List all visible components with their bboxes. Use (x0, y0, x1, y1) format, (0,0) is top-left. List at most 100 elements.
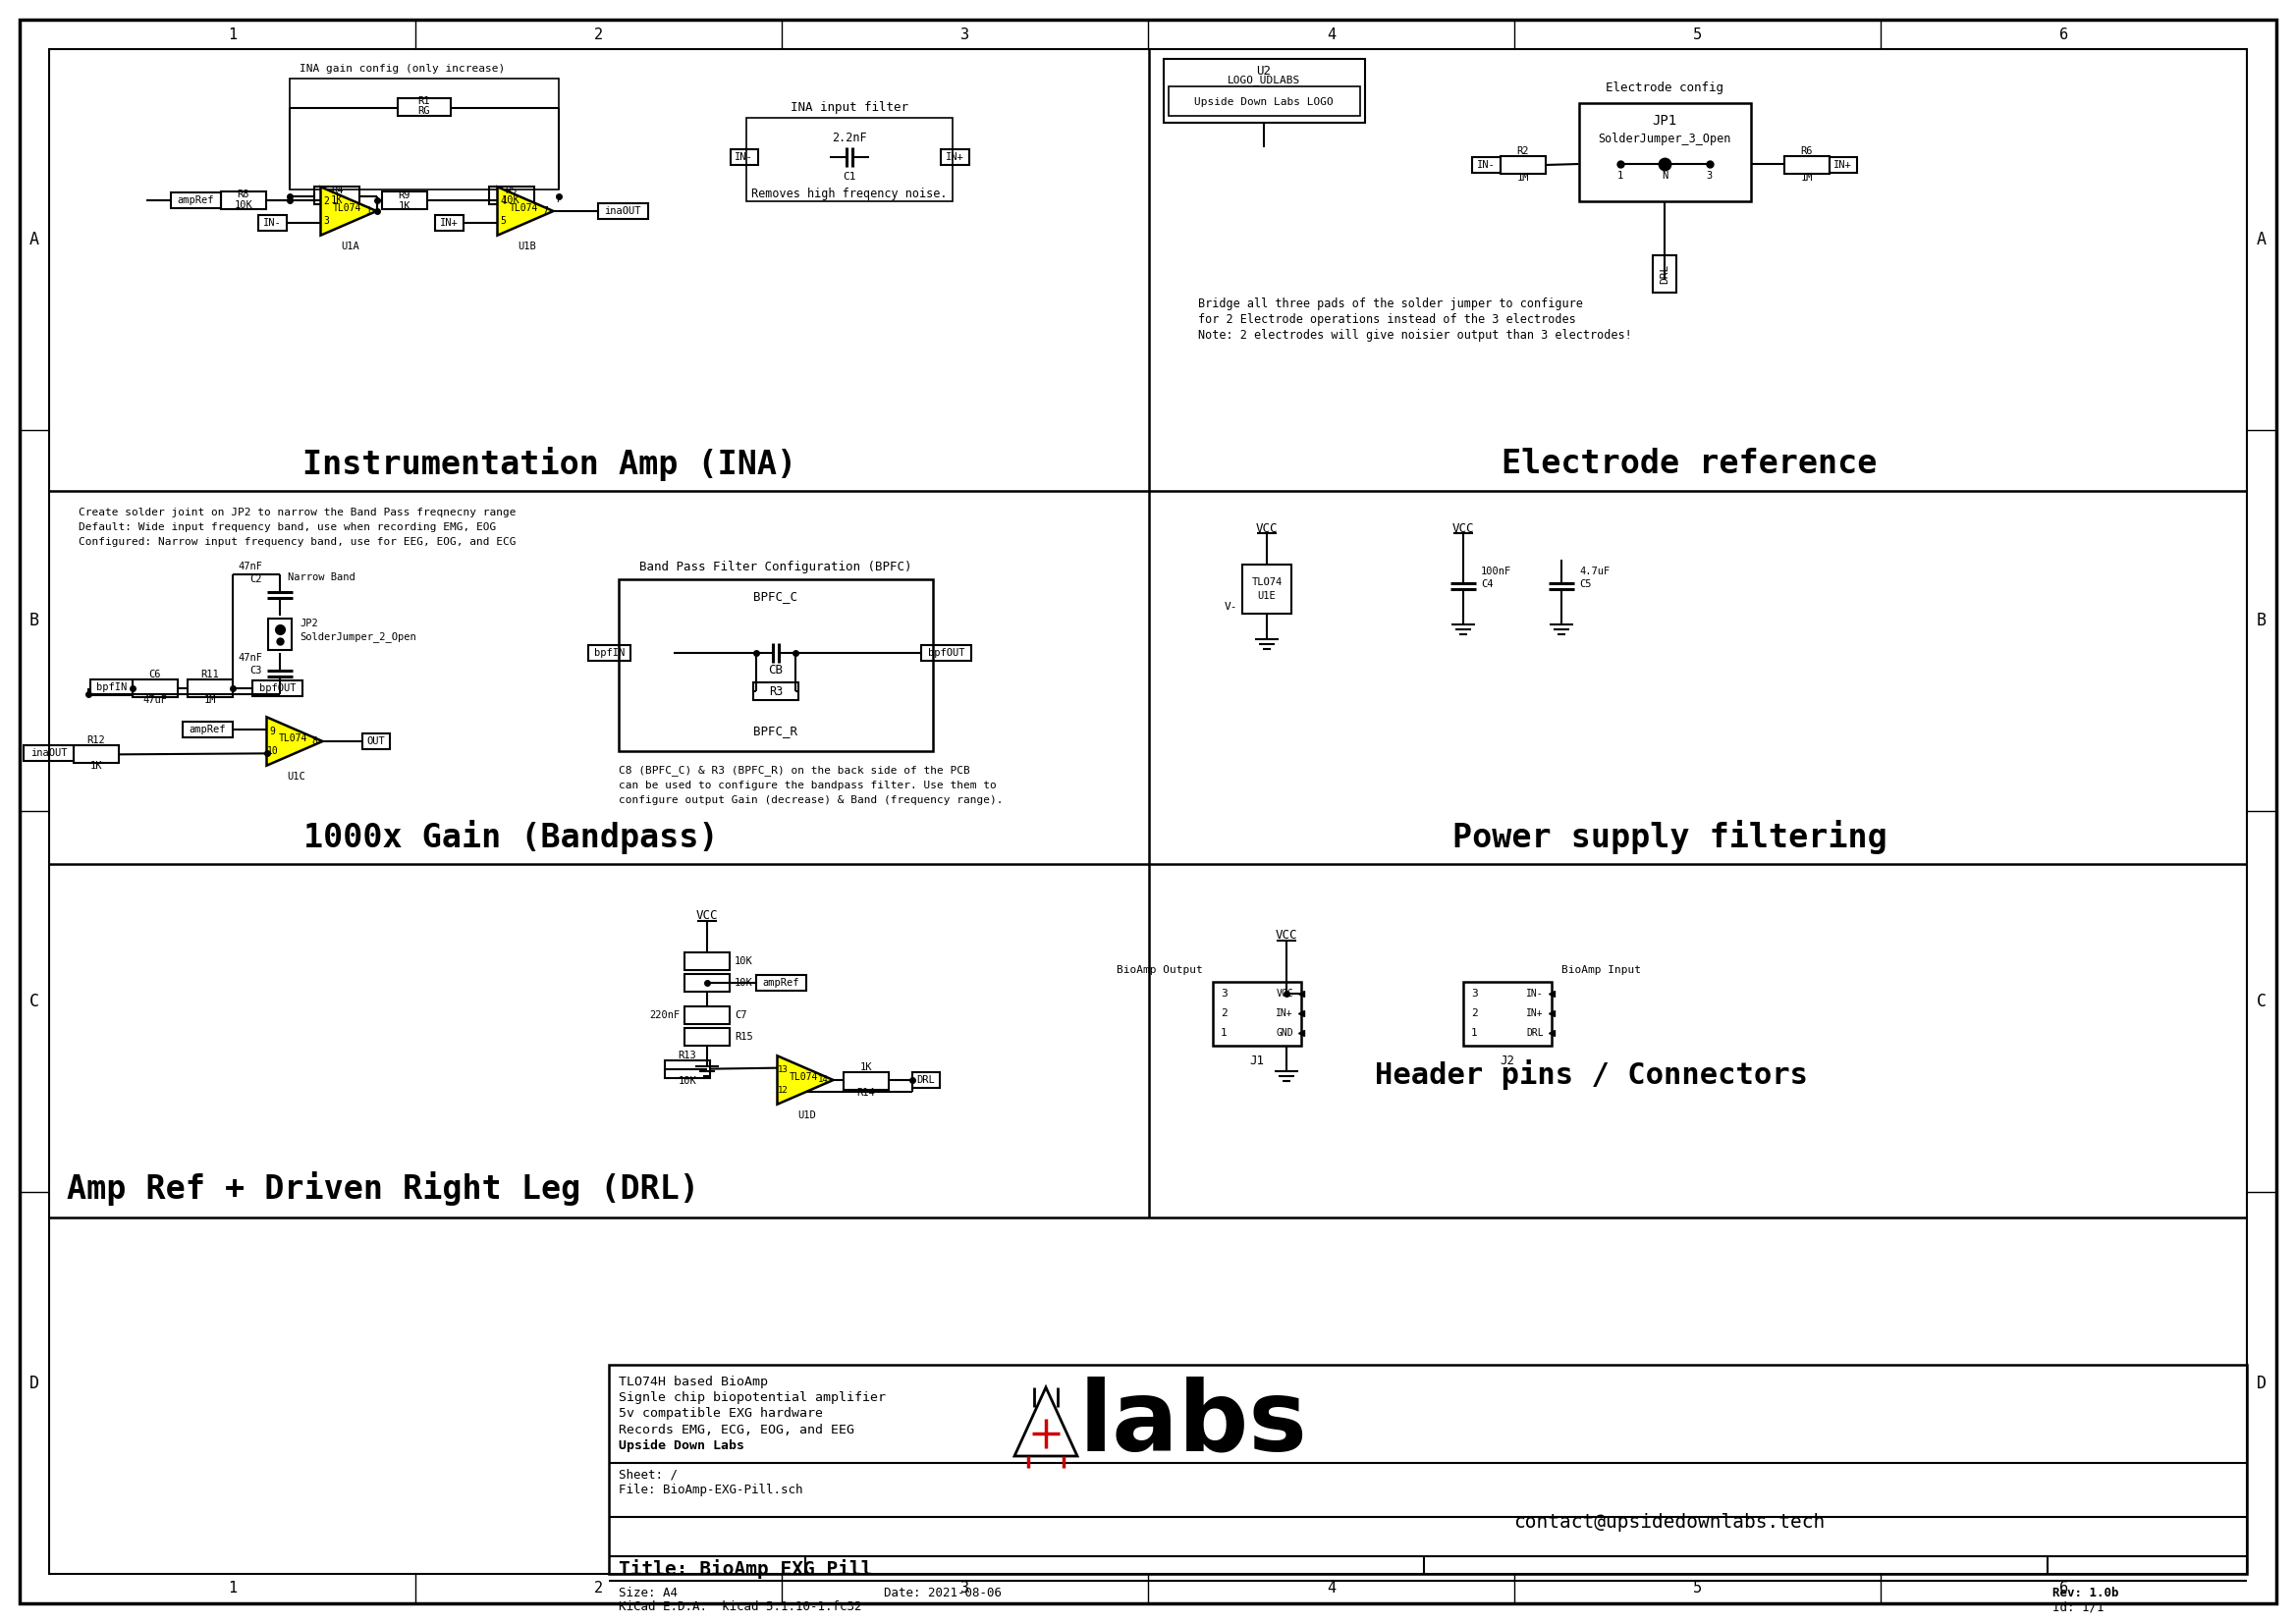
Text: 2.2nF: 2.2nF (831, 131, 868, 144)
Text: IN+: IN+ (1527, 1008, 1543, 1018)
Bar (1242, 565, 1290, 613)
Text: Electrode reference: Electrode reference (1502, 448, 1876, 480)
Text: U1A: U1A (342, 242, 360, 252)
Bar (1472, 157, 1499, 172)
Bar (253, 680, 303, 696)
Text: Narrow Band: Narrow Band (287, 573, 356, 583)
Bar (755, 975, 806, 990)
Text: U1D: U1D (799, 1110, 817, 1120)
Bar (597, 203, 647, 219)
Text: U1C: U1C (287, 771, 305, 781)
Bar (666, 1060, 709, 1078)
Bar (684, 953, 730, 971)
Bar (489, 187, 533, 204)
Bar (269, 618, 292, 649)
Bar (73, 745, 119, 763)
Bar (1830, 157, 1857, 172)
Text: Bridge all three pads of the solder jumper to configure: Bridge all three pads of the solder jump… (1199, 299, 1582, 310)
Text: LOGO_UDLABS: LOGO_UDLABS (1228, 75, 1300, 86)
Text: Power supply filtering: Power supply filtering (1451, 820, 1887, 855)
Text: Size: A4: Size: A4 (618, 1586, 677, 1599)
Text: R9: R9 (397, 190, 411, 200)
Text: B: B (2257, 612, 2266, 630)
Text: bpfIN: bpfIN (96, 682, 126, 691)
Text: 1M: 1M (1800, 172, 1812, 183)
Text: Rev: 1.0b: Rev: 1.0b (2053, 1586, 2119, 1599)
Bar (434, 216, 464, 230)
Text: C5: C5 (1580, 579, 1591, 589)
Text: 3: 3 (960, 1581, 969, 1595)
Bar (381, 192, 427, 209)
Text: C: C (30, 993, 39, 1011)
Text: B: B (30, 612, 39, 630)
Text: 4: 4 (1327, 1581, 1336, 1595)
Text: 1K: 1K (859, 1063, 872, 1073)
Text: C3: C3 (250, 665, 262, 675)
Text: C6: C6 (149, 670, 161, 680)
Bar (684, 1027, 730, 1045)
Polygon shape (498, 187, 553, 235)
Text: 2: 2 (324, 196, 328, 206)
Text: J2: J2 (1499, 1053, 1515, 1066)
Bar (220, 192, 266, 209)
Text: 100nF: 100nF (1481, 566, 1511, 576)
Bar (921, 644, 971, 661)
Text: 7: 7 (556, 195, 560, 204)
Text: 4.7uF: 4.7uF (1580, 566, 1609, 576)
Text: R4: R4 (331, 185, 342, 195)
Text: C8 (BPFC_C) & R3 (BPFC_R) on the back side of the PCB: C8 (BPFC_C) & R3 (BPFC_R) on the back si… (618, 766, 969, 776)
Text: Header pins / Connectors: Header pins / Connectors (1375, 1060, 1807, 1091)
Bar (684, 974, 730, 992)
Text: Default: Wide input frequency band, use when recording EMG, EOG: Default: Wide input frequency band, use … (78, 523, 496, 532)
Text: BPFC_C: BPFC_C (753, 591, 799, 604)
Text: 12: 12 (778, 1086, 788, 1094)
Text: inaOUT: inaOUT (30, 748, 67, 758)
Text: VCC: VCC (1274, 930, 1297, 941)
Text: 3: 3 (960, 28, 969, 42)
Text: R12: R12 (87, 735, 106, 745)
Text: R6: R6 (1800, 146, 1812, 156)
Text: Id: 1/1: Id: 1/1 (2053, 1600, 2103, 1613)
Text: ampRef: ampRef (188, 724, 225, 734)
Text: V-: V- (1224, 602, 1238, 612)
Text: TL074: TL074 (510, 203, 537, 213)
Text: 6: 6 (2060, 1581, 2069, 1595)
Text: D: D (30, 1375, 39, 1393)
Text: 10K: 10K (677, 1076, 696, 1086)
Text: 1K: 1K (90, 761, 103, 771)
Text: 13: 13 (778, 1065, 788, 1074)
Text: 10: 10 (266, 747, 278, 756)
Text: 4: 4 (1327, 28, 1336, 42)
Text: IN-: IN- (1476, 161, 1495, 170)
Text: 5v compatible EXG hardware: 5v compatible EXG hardware (618, 1407, 822, 1420)
Text: Removes high freqency noise.: Removes high freqency noise. (751, 188, 948, 201)
Text: A: A (2257, 230, 2266, 248)
Text: 3: 3 (1706, 170, 1713, 180)
Text: configure output Gain (decrease) & Band (frequency range).: configure output Gain (decrease) & Band … (618, 795, 1003, 805)
Text: Configured: Narrow input frequency band, use for EEG, EOG, and ECG: Configured: Narrow input frequency band,… (78, 537, 517, 547)
Bar (730, 149, 758, 166)
Text: INA input filter: INA input filter (790, 102, 909, 114)
Text: CB: CB (769, 664, 783, 677)
Text: BioAmp Output: BioAmp Output (1116, 966, 1203, 975)
Text: R15: R15 (735, 1032, 753, 1042)
Text: R8: R8 (236, 190, 250, 200)
Text: R14: R14 (856, 1087, 875, 1097)
Text: 6: 6 (2060, 28, 2069, 42)
Bar (397, 97, 450, 115)
Bar (753, 682, 799, 700)
Text: 2: 2 (595, 1581, 604, 1595)
Text: C7: C7 (735, 1011, 746, 1021)
Text: Amp Ref + Driven Right Leg (DRL): Amp Ref + Driven Right Leg (DRL) (67, 1170, 700, 1206)
Text: R3: R3 (769, 685, 783, 698)
Bar (181, 721, 232, 737)
Text: RG: RG (418, 105, 429, 115)
Text: J1: J1 (1249, 1053, 1265, 1066)
Text: TLO74H based BioAmp: TLO74H based BioAmp (618, 1376, 767, 1389)
Text: JP1: JP1 (1653, 114, 1676, 128)
Text: ampRef: ampRef (762, 979, 799, 988)
Text: BioAmp Input: BioAmp Input (1561, 966, 1642, 975)
Text: OUT: OUT (367, 737, 386, 747)
Text: TL074: TL074 (278, 734, 308, 743)
Text: TL074: TL074 (333, 203, 360, 213)
